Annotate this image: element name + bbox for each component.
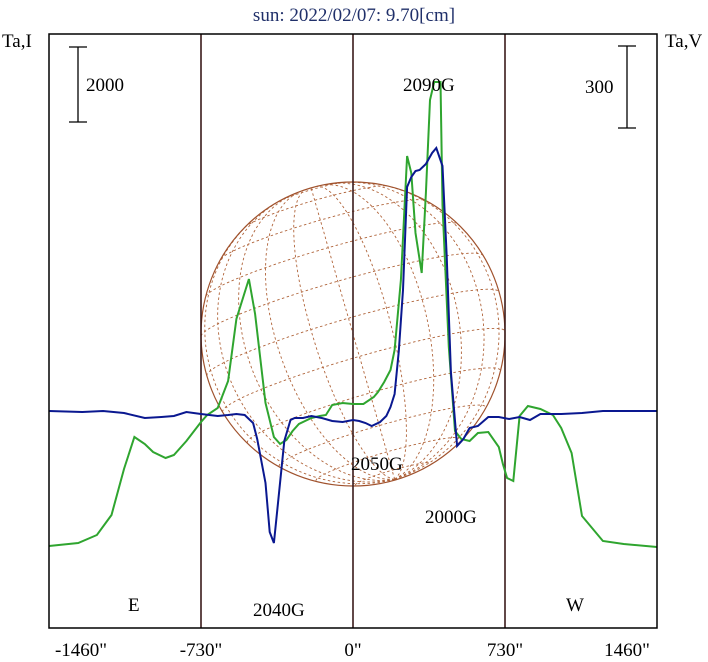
grid-line: [327, 182, 462, 480]
limb-label-east: E: [128, 595, 140, 616]
plot-frame: [48, 33, 658, 629]
scale-bar-left-label: 2000: [86, 75, 124, 96]
scale-bar-right-label: 300: [585, 77, 614, 98]
scale-bar-right: [618, 45, 636, 129]
annotation-2040G: 2040G: [253, 600, 305, 621]
series-line-polarization: [49, 146, 657, 544]
grid-line: [371, 182, 500, 480]
grid-line: [222, 327, 506, 413]
x-tick-label: -1460": [55, 640, 107, 661]
grid-line: [354, 462, 432, 486]
grid-line: [204, 215, 395, 485]
grid-line: [322, 184, 435, 480]
scale-bar-left: [69, 46, 87, 123]
grid-line: [277, 181, 347, 203]
x-tick-label: 730": [487, 640, 523, 661]
grid-line: [238, 192, 395, 481]
vertical-reference-lines: [200, 34, 506, 628]
x-tick-label: -730": [180, 640, 223, 661]
grid-line: [315, 436, 463, 481]
grid-line: [317, 186, 407, 480]
grid-line: [217, 200, 395, 483]
grid-line: [310, 188, 396, 480]
x-tick-label: 0": [344, 640, 361, 661]
limb-label-west: W: [566, 595, 584, 616]
grid-line: [278, 404, 487, 467]
grid-line: [244, 185, 388, 228]
y-axis-label-right: Ta,V: [665, 31, 702, 52]
grid-line: [206, 288, 500, 376]
grid-line: [293, 189, 395, 480]
annotation-2090G: 2090G: [403, 75, 455, 96]
y-axis-label-left: Ta,I: [2, 31, 32, 52]
annotation-2000G: 2000G: [425, 507, 477, 528]
chart-title: sun: 2022/02/07: 9.70[cm]: [253, 5, 455, 26]
annotation-2050G: 2050G: [351, 454, 403, 475]
grid-line: [220, 199, 426, 260]
series-line-intensity: [49, 81, 657, 548]
x-tick-label: 1460": [604, 640, 650, 661]
x-axis-ticks: -1460" -730" 0" 730" 1460": [55, 640, 650, 661]
grid-line: [205, 222, 458, 297]
